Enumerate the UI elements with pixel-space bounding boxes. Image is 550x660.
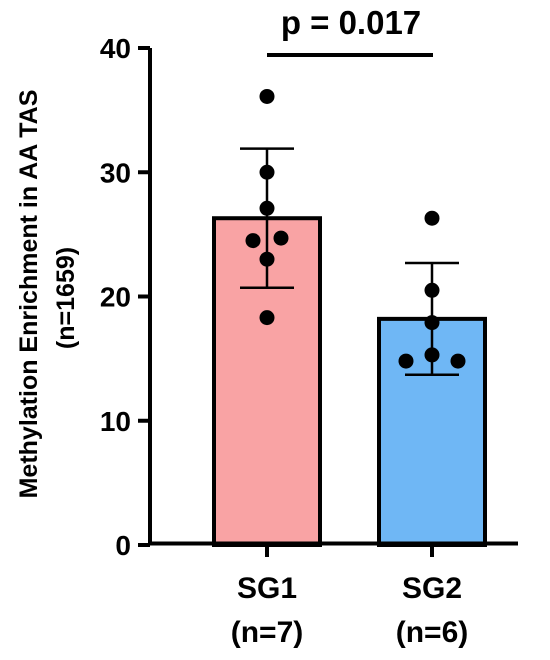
y-tick-label-20: 20	[100, 282, 131, 313]
p-value-label: p = 0.017	[281, 4, 421, 41]
data-point-sg2-6	[450, 353, 466, 369]
data-point-sg1-5	[245, 233, 261, 249]
data-point-sg2-3	[424, 315, 440, 331]
category-sublabel-sg1: (n=7)	[231, 616, 304, 649]
y-axis-label: Methylation Enrichment in AA TAS	[15, 90, 43, 499]
bars-layer	[212, 216, 487, 547]
x-labels-layer: SG1 (n=7) SG2 (n=6)	[231, 572, 469, 649]
y-ticks-layer: 0 10 20 30 40	[100, 33, 434, 561]
category-sublabel-sg2: (n=6)	[396, 616, 469, 649]
category-label-sg2: SG2	[402, 572, 462, 605]
data-point-sg2-1	[424, 210, 440, 226]
data-point-sg2-4	[424, 347, 440, 363]
category-label-sg1: SG1	[237, 572, 297, 605]
significance-annotation: p = 0.017	[267, 4, 433, 57]
data-point-sg2-2	[424, 282, 440, 298]
y-tick-label-40: 40	[100, 33, 131, 64]
y-tick-label-30: 30	[100, 157, 131, 188]
y-tick-label-10: 10	[100, 406, 131, 437]
data-point-sg1-6	[259, 251, 275, 267]
data-point-sg1-2	[259, 164, 275, 180]
data-point-sg1-4	[273, 230, 289, 246]
data-point-sg1-3	[259, 200, 275, 216]
points-layer	[245, 88, 466, 369]
data-point-sg2-5	[398, 353, 414, 369]
y-axis-sublabel: (n=1659)	[52, 247, 80, 349]
y-tick-label-0: 0	[115, 530, 131, 561]
data-point-sg1-1	[259, 88, 275, 104]
data-point-sg1-7	[259, 310, 275, 326]
